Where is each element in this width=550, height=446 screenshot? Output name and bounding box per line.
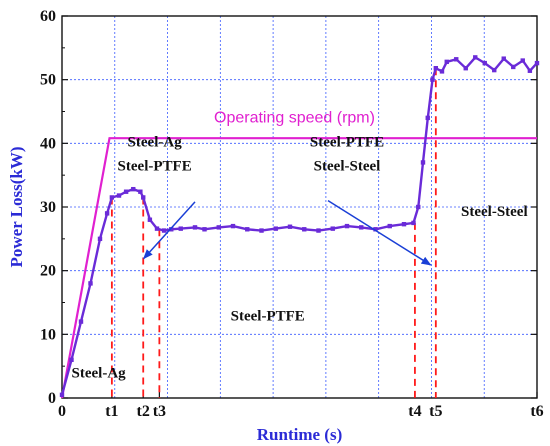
data-point <box>527 68 533 73</box>
annotation-label: Steel-PTFE <box>310 135 384 151</box>
data-point <box>69 357 74 362</box>
data-point <box>161 228 167 233</box>
x-tick-label: t5 <box>429 403 442 420</box>
data-point <box>330 226 335 231</box>
x-tick-label: t4 <box>408 403 421 420</box>
data-point <box>416 204 421 210</box>
x-tick-label: t6 <box>530 403 543 420</box>
x-tick-label: t2 <box>137 403 150 420</box>
y-axis-title: Power Loss(kW) <box>7 146 26 267</box>
data-point <box>287 224 293 229</box>
data-point <box>123 189 129 194</box>
y-tick-label: 50 <box>40 72 56 89</box>
annotation-arrow <box>143 201 196 260</box>
data-point <box>178 226 183 231</box>
data-point <box>154 226 160 231</box>
data-point <box>463 66 468 71</box>
data-point <box>433 66 439 71</box>
data-point <box>169 227 174 232</box>
data-point <box>216 225 221 230</box>
annotation-arrow <box>327 199 432 266</box>
x-tick-label: t1 <box>105 403 118 420</box>
x-tick-label: t3 <box>153 403 166 420</box>
data-point <box>302 227 307 232</box>
data-point <box>230 223 236 229</box>
data-point <box>59 392 65 398</box>
data-point <box>192 225 198 230</box>
data-point <box>147 217 153 222</box>
y-tick-label: 20 <box>40 263 56 280</box>
annotation-label: Steel-Ag <box>72 366 127 382</box>
data-point <box>138 189 143 194</box>
annotation-label: Steel-PTFE <box>118 159 192 175</box>
data-point <box>444 59 449 65</box>
y-tick-label: 30 <box>40 199 56 216</box>
data-point <box>141 195 146 200</box>
data-point <box>88 281 93 286</box>
data-point <box>316 228 321 233</box>
annotation-label: Steel-Steel <box>314 159 381 175</box>
data-point <box>359 225 364 230</box>
data-point <box>501 56 506 61</box>
data-point <box>401 221 407 227</box>
y-tick-label: 60 <box>40 8 56 25</box>
annotation-label: Steel-PTFE <box>231 308 305 324</box>
data-point <box>78 319 84 324</box>
data-point <box>430 77 435 82</box>
data-point <box>425 115 430 121</box>
data-point <box>473 55 478 60</box>
data-point <box>520 58 525 63</box>
data-point <box>534 60 540 66</box>
data-point <box>387 223 392 229</box>
data-point <box>104 211 110 216</box>
data-point <box>482 60 487 66</box>
series-line <box>60 137 537 399</box>
x-axis-title: Runtime (s) <box>257 425 342 444</box>
speed-series-label: Operating speed (rpm) <box>214 109 375 126</box>
annotation-label: Steel-Ag <box>128 135 183 151</box>
data-point <box>259 228 264 233</box>
data-point <box>245 227 250 232</box>
data-point <box>344 223 350 229</box>
x-tick-label: 0 <box>58 403 66 420</box>
data-point <box>411 220 416 226</box>
y-tick-label: 40 <box>40 135 56 152</box>
data-point <box>109 195 115 200</box>
data-point <box>492 67 497 73</box>
data-point <box>116 193 122 198</box>
data-point <box>97 236 103 242</box>
data-point <box>131 186 136 192</box>
y-tick-label: 0 <box>48 390 56 407</box>
y-tick-label: 10 <box>40 326 56 343</box>
data-point <box>202 227 207 232</box>
data-point <box>511 64 516 70</box>
data-point <box>273 226 278 231</box>
data-point <box>439 69 445 74</box>
data-point <box>373 227 378 232</box>
data-point <box>420 160 426 165</box>
series-line <box>60 55 538 396</box>
annotation-label: Steel-Steel <box>461 204 528 220</box>
data-point <box>454 57 459 62</box>
